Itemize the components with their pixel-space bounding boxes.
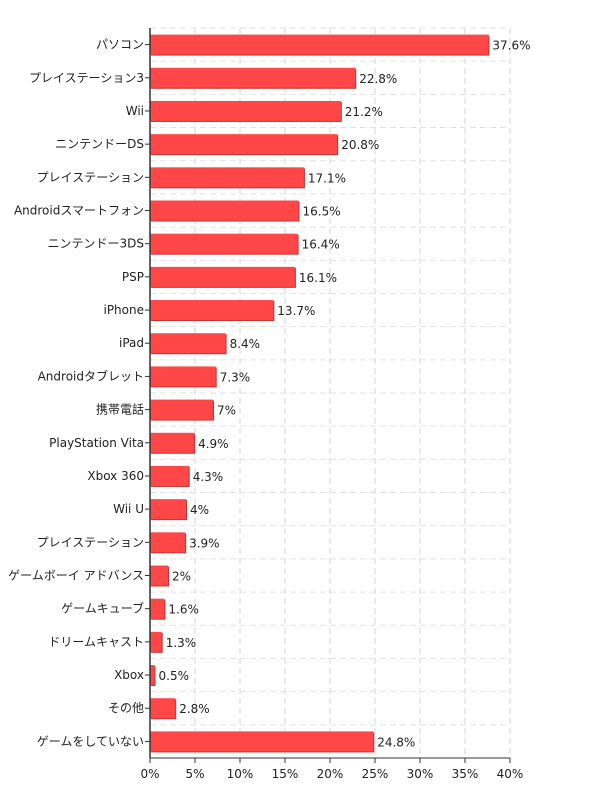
bar xyxy=(150,631,162,652)
data-label: 17.1% xyxy=(308,171,346,185)
x-tick-label: 25% xyxy=(362,767,389,781)
data-label: 7% xyxy=(217,404,236,418)
bar xyxy=(150,698,176,719)
axes xyxy=(145,28,511,763)
bar xyxy=(150,366,216,387)
y-tick-label: PlayStation Vita xyxy=(49,436,144,450)
data-label: 1.6% xyxy=(168,603,199,617)
y-tick-label: ゲームキューブ xyxy=(61,601,144,616)
data-label: 22.8% xyxy=(359,72,397,86)
bar xyxy=(150,167,304,188)
data-label: 4.3% xyxy=(193,470,224,484)
x-tick-label: 35% xyxy=(452,767,479,781)
labels: パソコン 37.6% プレイステーション3 22.8% Wii 21.2% ニンテンドーDS… xyxy=(8,38,530,781)
y-tick-label: プレイステーション xyxy=(37,535,144,549)
grid-lines xyxy=(150,27,511,759)
y-tick-label: Wii U xyxy=(113,502,144,516)
y-tick-label: iPad xyxy=(119,336,144,350)
data-label: 4% xyxy=(190,503,209,517)
data-label: 2% xyxy=(172,570,191,584)
bars xyxy=(150,34,490,753)
bar xyxy=(150,432,195,453)
y-tick-label: Wii xyxy=(126,104,144,118)
bar xyxy=(150,465,189,486)
data-label: 4.9% xyxy=(198,437,229,451)
data-label: 24.8% xyxy=(377,735,415,749)
bar xyxy=(150,233,298,254)
bar xyxy=(150,532,186,553)
data-label: 0.5% xyxy=(159,669,190,683)
x-tick-label: 40% xyxy=(497,767,524,781)
bar xyxy=(150,200,299,221)
bar xyxy=(150,499,186,520)
y-tick-label: Xbox xyxy=(114,668,144,682)
bar xyxy=(150,34,489,55)
x-tick-label: 20% xyxy=(317,767,344,781)
data-label: 3.9% xyxy=(189,536,220,550)
y-tick-label: ゲームをしていない xyxy=(37,734,144,748)
bar xyxy=(150,665,155,686)
y-tick-label: その他 xyxy=(108,701,144,715)
data-label: 16.5% xyxy=(303,205,341,219)
x-tick-label: 0% xyxy=(140,767,159,781)
x-tick-label: 30% xyxy=(407,767,434,781)
x-tick-label: 15% xyxy=(272,767,299,781)
data-label: 13.7% xyxy=(277,304,315,318)
y-tick-label: ゲームボーイ アドバンス xyxy=(8,569,144,583)
bar xyxy=(150,731,374,752)
bar xyxy=(150,598,165,619)
y-tick-label: ニンテンドーDS xyxy=(55,137,144,151)
y-tick-label: Androidスマートフォン xyxy=(14,204,144,218)
y-tick-label: PSP xyxy=(122,270,144,284)
bar xyxy=(150,266,295,287)
bar xyxy=(150,300,274,321)
y-tick-label: プレイステーション3 xyxy=(29,71,144,85)
data-label: 1.3% xyxy=(166,636,197,650)
bar xyxy=(150,333,226,354)
data-label: 21.2% xyxy=(345,105,383,119)
data-label: 37.6% xyxy=(492,39,530,53)
bar xyxy=(150,134,338,155)
bar xyxy=(150,67,356,88)
y-tick-label: Xbox 360 xyxy=(87,469,144,483)
bar xyxy=(150,565,168,586)
y-tick-label: パソコン xyxy=(96,38,144,52)
x-tick-label: 10% xyxy=(227,767,254,781)
data-label: 7.3% xyxy=(220,370,251,384)
y-tick-label: プレイステーション xyxy=(37,170,144,184)
data-label: 16.1% xyxy=(299,271,337,285)
y-tick-label: ニンテンドー3DS xyxy=(48,237,145,251)
data-label: 20.8% xyxy=(341,138,379,152)
data-label: 16.4% xyxy=(302,238,340,252)
bar xyxy=(150,399,213,420)
bar xyxy=(150,100,341,121)
x-tick-label: 5% xyxy=(185,767,204,781)
y-tick-label: 携帯電話 xyxy=(96,402,144,417)
y-tick-label: iPhone xyxy=(103,303,144,317)
y-tick-label: ドリームキャスト xyxy=(48,635,144,649)
data-label: 8.4% xyxy=(230,337,261,351)
data-label: 2.8% xyxy=(179,702,210,716)
y-tick-label: Androidタブレット xyxy=(38,368,144,383)
